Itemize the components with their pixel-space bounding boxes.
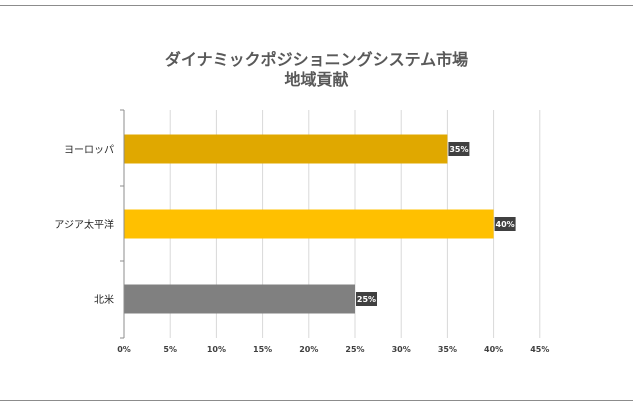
category-label: ヨーロッパ	[64, 144, 114, 156]
x-tick-label: 40%	[484, 345, 503, 354]
bar	[124, 134, 448, 164]
bar	[124, 209, 494, 239]
chart-title-line-2: 地域貢献	[284, 70, 349, 89]
x-tick-label: 25%	[345, 345, 364, 354]
x-tick-labels: 0% 5% 10% 15% 20% 25% 30% 35% 40% 45%	[117, 345, 549, 354]
data-label-box	[494, 217, 516, 231]
category-label: アジア太平洋	[54, 218, 114, 231]
x-tick-label: 0%	[117, 345, 131, 354]
data-label-box	[356, 292, 377, 306]
bars	[124, 134, 494, 314]
x-tick-label: 45%	[530, 345, 549, 354]
x-tick-label: 10%	[207, 345, 226, 354]
data-label-text: 40%	[496, 220, 515, 229]
category-label: 北米	[94, 293, 114, 306]
chart-title-line-1: ダイナミックポジショニングシステム市場	[164, 50, 469, 69]
bottom-border	[0, 400, 633, 401]
data-labels: 35% 40% 25%	[356, 142, 516, 306]
bar	[124, 284, 355, 314]
top-border	[0, 5, 633, 6]
chart-title: ダイナミックポジショニングシステム市場 地域貢献	[0, 50, 633, 90]
category-axis	[120, 109, 125, 339]
data-label-text: 35%	[449, 145, 468, 154]
data-label: 25%	[356, 292, 377, 306]
x-tick-label: 30%	[392, 345, 411, 354]
x-tick-label: 15%	[253, 345, 272, 354]
x-tick-label: 35%	[438, 345, 457, 354]
data-label-text: 25%	[357, 295, 376, 304]
data-label: 40%	[494, 217, 516, 231]
x-tick-label: 5%	[163, 345, 177, 354]
data-label: 35%	[448, 142, 470, 156]
data-label-box	[448, 142, 470, 156]
x-tick-label: 20%	[299, 345, 318, 354]
